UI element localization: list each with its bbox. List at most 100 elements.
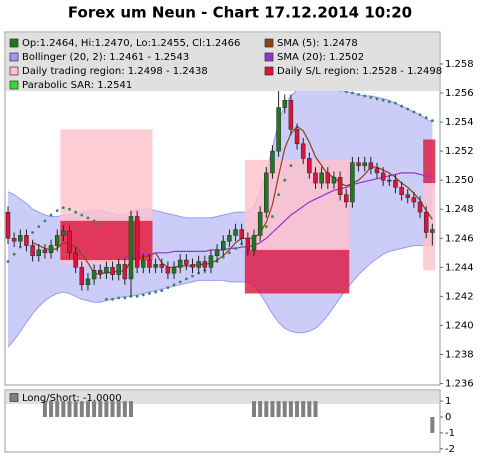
sar-dot	[375, 97, 379, 101]
position-bar	[313, 401, 318, 418]
legend-marker	[9, 66, 19, 76]
chart-title: Forex um Neun - Chart 17.12.2014 10:20	[68, 4, 412, 22]
sar-dot	[363, 94, 367, 98]
sar-dot	[430, 119, 434, 123]
position-bar	[92, 401, 97, 418]
position-bar	[85, 401, 90, 418]
candle-body	[368, 162, 374, 169]
sar-dot	[400, 104, 403, 108]
candle-body	[270, 150, 275, 174]
candle-body	[122, 264, 128, 280]
candle-body	[165, 267, 171, 274]
candle-body	[85, 278, 91, 286]
y-tick-label: 1.258	[445, 59, 474, 70]
y-tick-label: 1.252	[445, 146, 474, 157]
position-bar	[276, 401, 281, 418]
candle-body	[196, 261, 201, 268]
legend-label: SMA (5): 1.2478	[277, 38, 358, 49]
sar-dot	[80, 213, 84, 217]
candle-body	[362, 162, 367, 166]
bollinger-lower	[7, 245, 433, 348]
sar-dot	[184, 277, 188, 281]
candle-body	[190, 264, 195, 268]
legend-label: Parabolic SAR: 1.2541	[22, 80, 132, 91]
sar-dot	[424, 116, 428, 120]
legend-label: Bollinger (20, 2): 1.2461 - 1.2543	[22, 52, 189, 63]
sar-dot	[111, 297, 114, 301]
sar-dot	[6, 260, 10, 263]
candle-body	[67, 230, 72, 254]
sar-dot	[154, 290, 158, 294]
candle-body	[276, 107, 281, 152]
y-tick-label: 1.238	[445, 349, 474, 360]
position-bar	[79, 401, 84, 418]
sar-dot	[98, 222, 102, 226]
legend-marker	[9, 80, 19, 90]
candle-body	[411, 197, 417, 203]
candle-body	[11, 238, 17, 242]
position-bar	[55, 401, 60, 418]
candle-body	[294, 129, 300, 145]
candle-body	[430, 229, 435, 233]
y-tick-label: 1.244	[445, 262, 474, 273]
candle-body	[417, 201, 423, 213]
y-tick-label: 1.248	[445, 204, 474, 215]
panel-header	[6, 391, 439, 404]
y-tick-label: 1.242	[445, 291, 474, 302]
candle-body	[264, 172, 269, 213]
candle-body	[405, 194, 410, 198]
position-bar	[122, 401, 127, 418]
sar-dot	[271, 215, 274, 218]
legend-marker	[9, 38, 19, 48]
candle-body	[257, 211, 263, 236]
candle-body	[48, 245, 54, 254]
candle-body	[227, 235, 232, 242]
candle-body	[245, 238, 251, 251]
sar-dot	[141, 293, 145, 297]
sar-dot	[166, 286, 170, 290]
sar-dot	[135, 294, 139, 298]
region	[423, 139, 436, 184]
sar-dot	[234, 247, 237, 250]
candle-body	[423, 211, 429, 233]
sar-dot	[37, 225, 41, 229]
sar-dot	[240, 242, 244, 246]
legend-marker	[264, 38, 274, 48]
candle-body	[141, 259, 146, 268]
position-bar	[282, 401, 287, 418]
sar-dot	[277, 193, 280, 197]
candle-body	[61, 230, 66, 236]
candle-body	[356, 162, 361, 166]
position-bar	[258, 401, 263, 418]
sar-dot	[86, 216, 90, 220]
candle-body	[214, 249, 220, 256]
sar-dot	[68, 207, 71, 211]
position-bar	[264, 401, 269, 418]
candle-body	[147, 259, 152, 268]
sar-dot	[12, 252, 16, 256]
sar-dot	[105, 297, 108, 301]
candle-body	[5, 211, 11, 239]
sar-dot	[123, 296, 127, 300]
candle-body	[159, 264, 164, 268]
position-bar	[129, 401, 133, 418]
sar-dot	[61, 206, 65, 210]
candle-body	[221, 240, 226, 251]
legend-label: Long/Short: -1.0000	[22, 393, 122, 404]
sar-dot	[369, 95, 373, 99]
sar-dot	[160, 289, 164, 292]
legend-marker	[9, 52, 19, 62]
candle-body	[153, 264, 158, 268]
candle-body	[307, 158, 312, 174]
candle-body	[18, 235, 23, 242]
candle-body	[344, 194, 349, 203]
candle-body	[374, 168, 380, 174]
candle-body	[110, 267, 115, 275]
y-tick-label: 1.240	[445, 320, 474, 331]
legend-marker	[9, 393, 19, 402]
sar-dot	[351, 91, 354, 95]
sar-dot	[381, 98, 385, 102]
candle-body	[393, 179, 398, 188]
position-bar	[104, 401, 109, 418]
